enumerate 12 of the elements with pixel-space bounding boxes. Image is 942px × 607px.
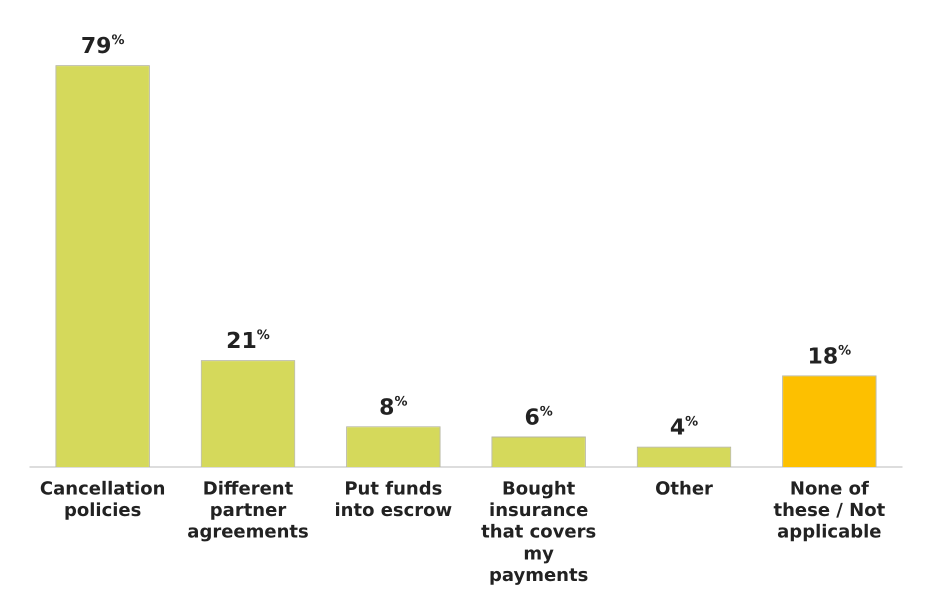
x-tick-label: None of these / Not applicable xyxy=(773,478,886,543)
x-tick-label: Different partner agreements xyxy=(187,478,309,543)
data-label: 21% xyxy=(226,328,270,354)
data-label: 6% xyxy=(524,404,553,430)
data-label: 79% xyxy=(80,33,124,60)
data-label: 4% xyxy=(670,414,698,441)
x-tick-label: Bought insurance that covers my payments xyxy=(481,478,596,586)
data-label: 8% xyxy=(379,394,408,420)
x-tick-label: Other xyxy=(655,478,714,500)
x-tick-label: Put funds into escrow xyxy=(334,478,452,522)
data-label: 18% xyxy=(808,343,852,370)
x-tick-label: Cancellation policies xyxy=(40,478,166,522)
